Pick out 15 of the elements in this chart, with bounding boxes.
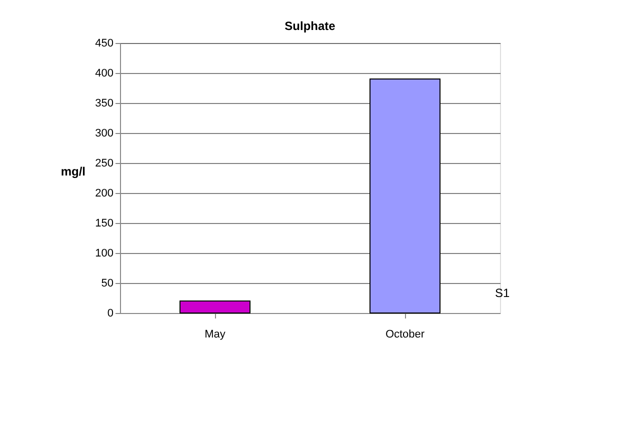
y-tick-label: 200 [95, 188, 114, 200]
y-tick-label: 50 [101, 278, 114, 290]
y-tick-label: 400 [95, 68, 114, 80]
y-tick-label: 0 [107, 308, 114, 320]
x-tick-label: October [385, 328, 425, 340]
y-tick-label: 350 [95, 98, 114, 110]
y-tick-label: 150 [95, 218, 114, 230]
chart-title: Sulphate [284, 19, 336, 33]
y-tick-label: 450 [95, 38, 114, 50]
y-tick-label: 300 [95, 128, 114, 140]
y-tick-label: 250 [95, 158, 114, 170]
text: S1 [495, 286, 510, 300]
y-tick-label: 100 [95, 248, 114, 260]
y-axis-title: mg/l [60, 164, 86, 178]
x-tick-label: May [204, 328, 226, 340]
